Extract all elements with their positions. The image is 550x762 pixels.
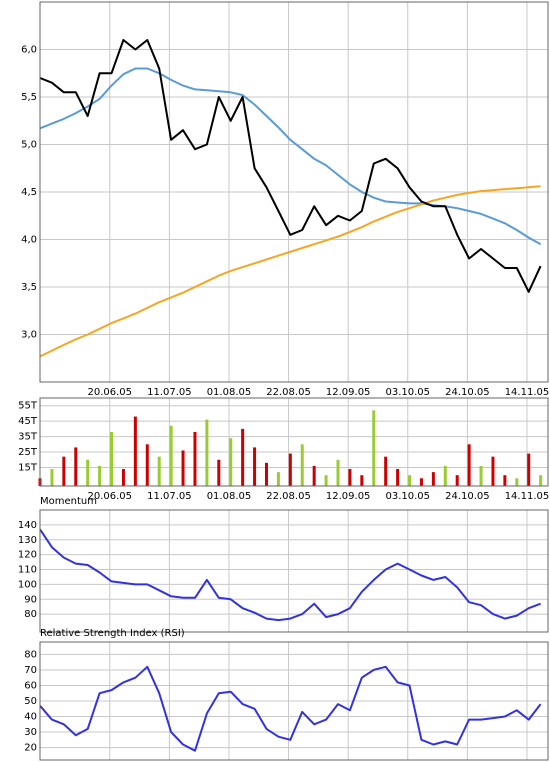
volume-bar <box>121 469 125 486</box>
series-line <box>39 39 542 293</box>
panel-frame <box>39 509 549 633</box>
volume-bar <box>74 447 78 486</box>
volume-bar <box>312 465 316 486</box>
y-tick-label: 70 <box>24 665 37 676</box>
y-tick-label: 15T <box>18 462 38 473</box>
y-tick-label: 3,0 <box>21 330 37 341</box>
volume-bar <box>431 472 435 486</box>
y-tick-label: 55T <box>18 401 38 412</box>
x-tick-label: 20.06.05 <box>87 491 132 502</box>
volume-bar <box>419 478 423 486</box>
volume-bar <box>372 410 376 486</box>
y-tick-label: 4,5 <box>21 187 37 198</box>
volume-bar <box>515 478 519 486</box>
volume-bar <box>360 475 364 486</box>
x-tick-label: 03.10.05 <box>385 387 430 398</box>
x-tick-label: 01.08.05 <box>207 491 252 502</box>
x-tick-label: 14.11.05 <box>505 491 550 502</box>
y-tick-label: 40 <box>24 712 37 723</box>
volume-bar <box>205 419 209 486</box>
volume-bar <box>300 444 304 486</box>
y-tick-label: 45T <box>18 416 38 427</box>
volume-bar <box>253 447 257 486</box>
y-tick-label: 5,5 <box>21 92 37 103</box>
volume-bar <box>527 453 531 486</box>
volume-bar <box>491 456 495 486</box>
x-tick-label: 24.10.05 <box>445 491 490 502</box>
volume-bar <box>157 456 161 486</box>
series-line <box>39 528 541 622</box>
x-tick-label: 22.08.05 <box>266 491 311 502</box>
volume-bar <box>264 462 268 486</box>
volume-bar <box>396 469 400 486</box>
panel-frame <box>39 1 549 383</box>
volume-bar <box>145 444 149 486</box>
y-tick-label: 130 <box>18 535 37 546</box>
y-tick-label: 20 <box>24 743 37 754</box>
y-tick-label: 100 <box>18 579 37 590</box>
volume-bar <box>229 438 233 486</box>
volume-bar <box>133 416 137 486</box>
volume-bar <box>169 425 173 486</box>
y-tick-label: 120 <box>18 550 37 561</box>
volume-bar <box>479 465 483 486</box>
volume-bar <box>443 465 447 486</box>
volume-bar <box>62 456 66 486</box>
panel-title: Relative Strength Index (RSI) <box>40 628 185 639</box>
series-line <box>39 67 542 246</box>
y-tick-label: 3,5 <box>21 282 37 293</box>
y-tick-label: 30 <box>24 727 37 738</box>
y-tick-label: 35T <box>18 432 38 443</box>
volume-bar <box>324 475 328 486</box>
panel-frame <box>39 397 549 487</box>
panel-title: Momentum <box>40 496 97 507</box>
volume-bar <box>50 469 54 486</box>
panel-frame <box>39 641 549 761</box>
volume-bar <box>98 465 102 486</box>
y-tick-label: 90 <box>24 594 37 605</box>
volume-bar <box>193 431 197 486</box>
y-tick-label: 50 <box>24 696 37 707</box>
y-tick-label: 80 <box>24 609 37 620</box>
x-tick-label: 01.08.05 <box>207 387 252 398</box>
x-tick-label: 22.08.05 <box>266 387 311 398</box>
x-tick-label: 20.06.05 <box>87 387 132 398</box>
volume-bar <box>241 428 245 486</box>
volume-bar <box>288 453 292 486</box>
y-tick-label: 6,0 <box>21 45 37 56</box>
volume-bar <box>181 450 185 486</box>
volume-bar <box>86 459 90 486</box>
volume-bar <box>276 472 280 486</box>
x-tick-label: 11.07.05 <box>147 491 192 502</box>
volume-bar <box>110 431 114 486</box>
y-tick-label: 25T <box>18 447 38 458</box>
volume-bar <box>503 475 507 486</box>
y-tick-label: 5,0 <box>21 140 37 151</box>
volume-bar <box>336 459 340 486</box>
x-tick-label: 12.09.05 <box>326 387 371 398</box>
volume-bar <box>539 475 543 486</box>
volume-bar <box>217 459 221 486</box>
x-tick-label: 14.11.05 <box>505 387 550 398</box>
x-tick-label: 03.10.05 <box>385 491 430 502</box>
y-tick-label: 110 <box>18 565 37 576</box>
volume-bar <box>384 456 388 486</box>
y-tick-label: 4,0 <box>21 235 37 246</box>
y-tick-label: 140 <box>18 520 37 531</box>
series-line <box>39 185 541 358</box>
volume-bar <box>467 444 471 486</box>
y-tick-label: 80 <box>24 649 37 660</box>
y-tick-label: 60 <box>24 680 37 691</box>
series-line <box>39 665 542 752</box>
x-tick-label: 11.07.05 <box>147 387 192 398</box>
volume-bar <box>455 475 459 486</box>
x-tick-label: 12.09.05 <box>326 491 371 502</box>
volume-bar <box>348 469 352 486</box>
volume-bar <box>408 475 412 486</box>
x-tick-label: 24.10.05 <box>445 387 490 398</box>
